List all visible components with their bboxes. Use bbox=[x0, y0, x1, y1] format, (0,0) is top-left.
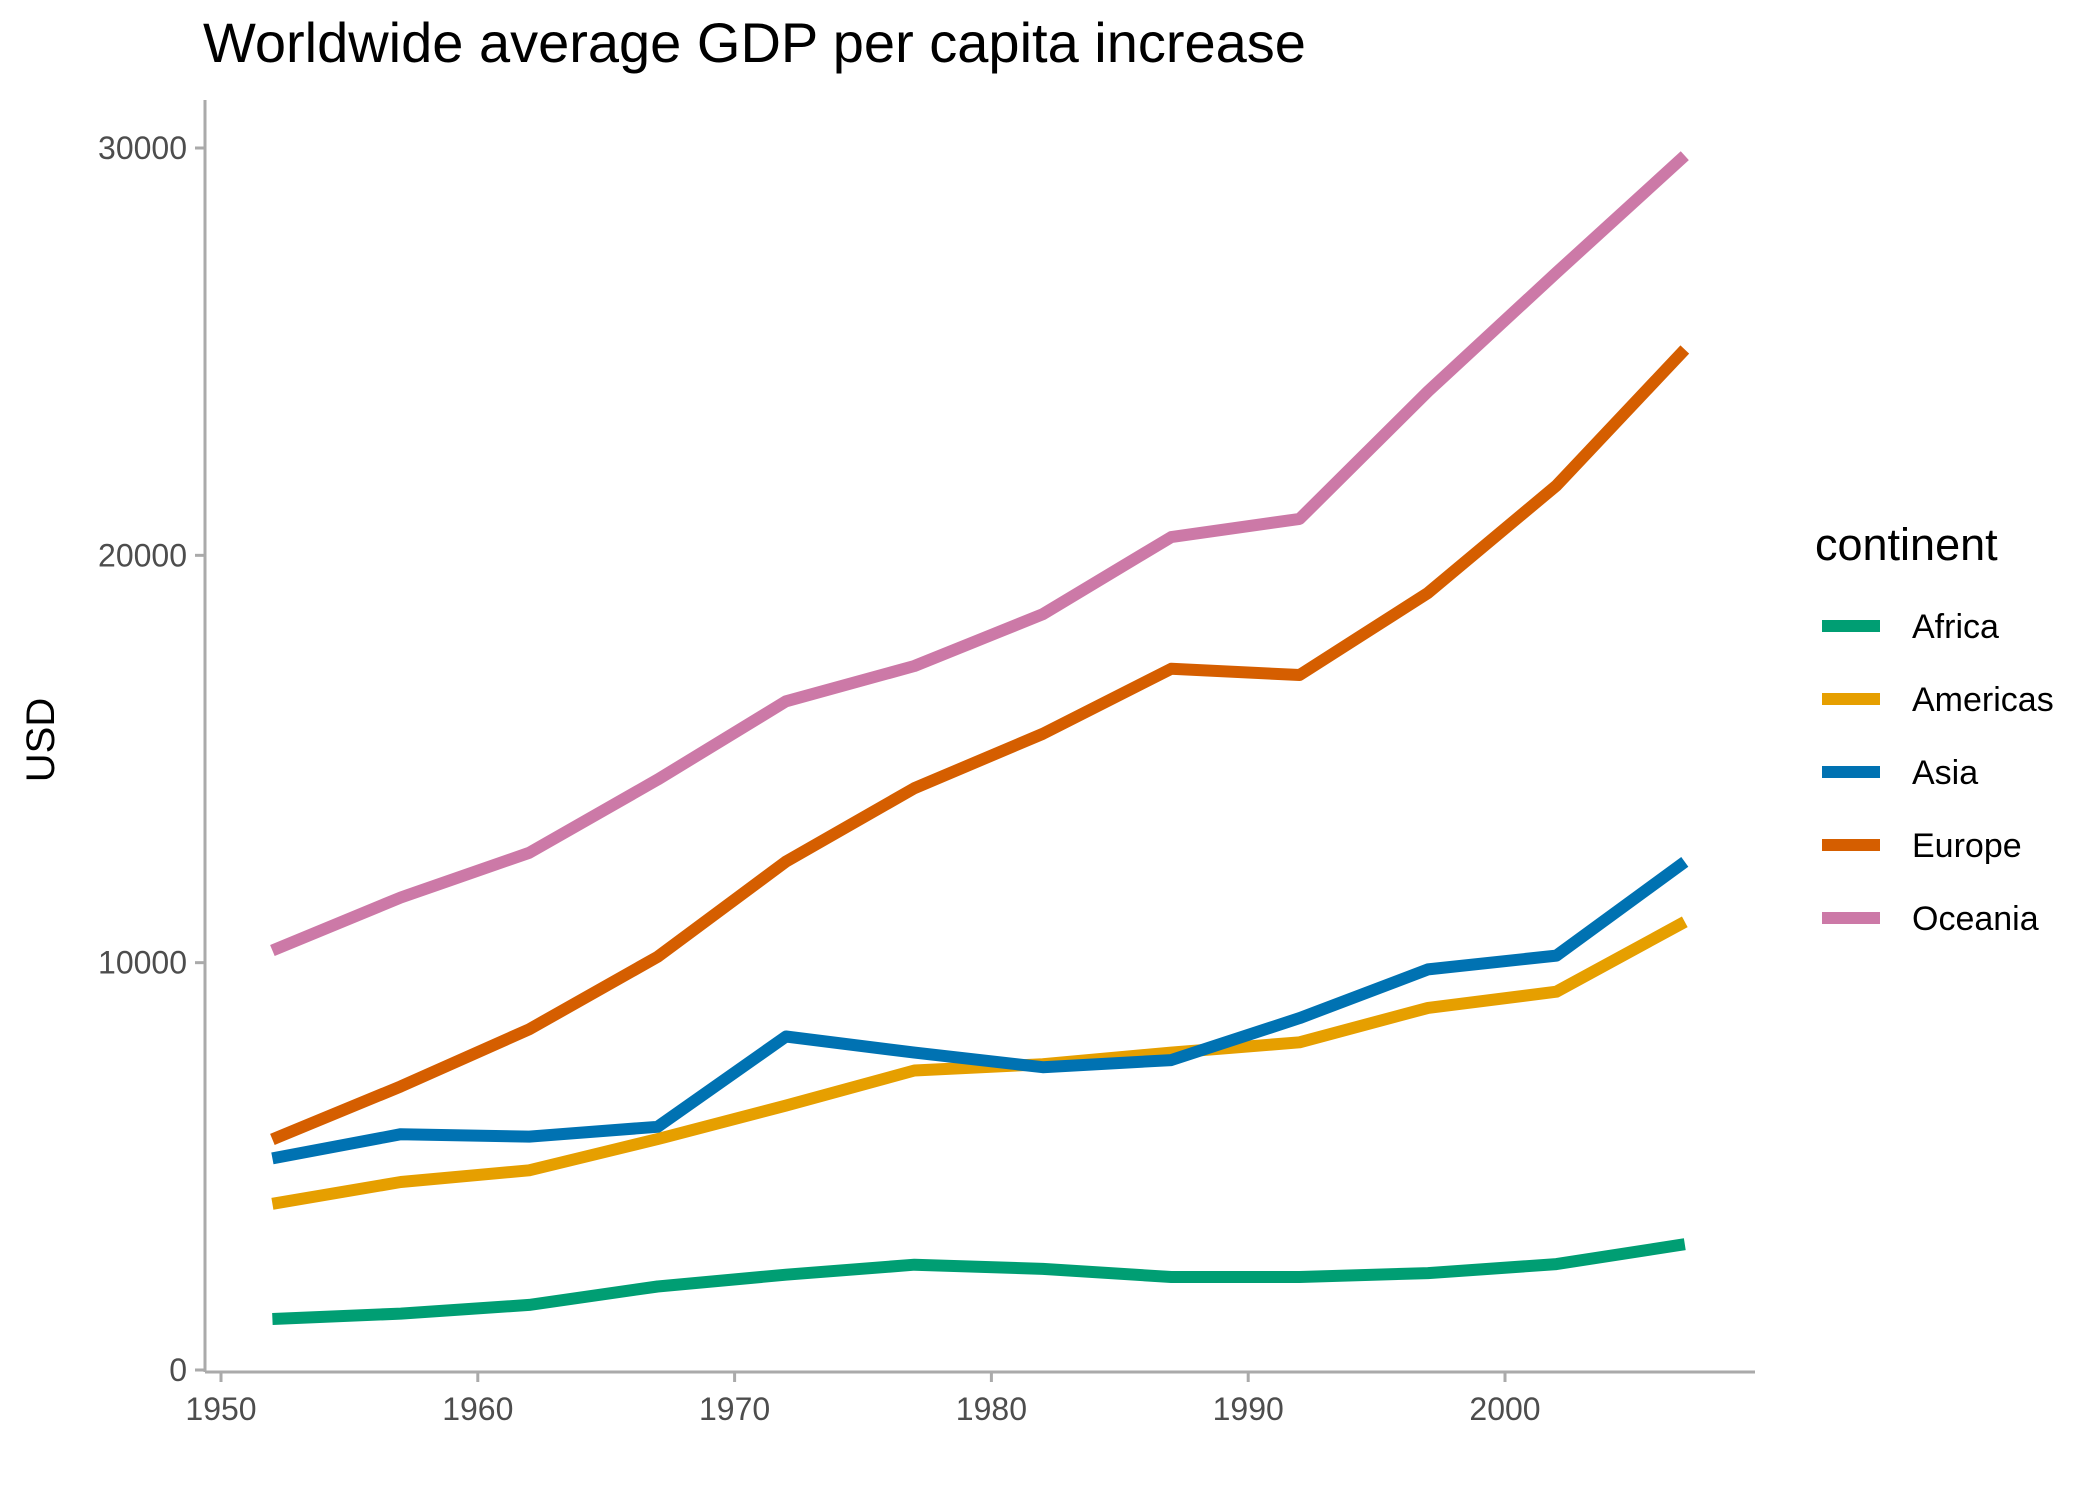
series-line-americas bbox=[271, 916, 1688, 1210]
legend-label: Europe bbox=[1912, 827, 2022, 865]
plot-area bbox=[270, 151, 1690, 1325]
y-tick-label: 10000 bbox=[98, 945, 187, 981]
series-line-asia bbox=[271, 857, 1689, 1165]
legend-item-africa: Africa bbox=[1822, 608, 1999, 646]
legend: continent Africa Americas Asia Europe Oceani… bbox=[1815, 519, 2054, 938]
legend-label: Asia bbox=[1912, 754, 1978, 792]
legend-item-asia: Asia bbox=[1822, 754, 1978, 792]
x-tick-label: 1970 bbox=[699, 1391, 770, 1427]
legend-label: Africa bbox=[1912, 608, 1999, 646]
series-line-oceania bbox=[270, 151, 1689, 957]
legend-item-americas: Americas bbox=[1822, 681, 2054, 719]
legend-item-europe: Europe bbox=[1822, 827, 2022, 865]
y-tick-label: 20000 bbox=[98, 537, 187, 573]
legend-label: Oceania bbox=[1912, 900, 2039, 938]
x-tick-label: 1980 bbox=[956, 1391, 1027, 1427]
y-tick-label: 30000 bbox=[98, 130, 187, 166]
y-tick-label: 0 bbox=[169, 1352, 187, 1388]
series-line-africa bbox=[272, 1238, 1686, 1325]
x-tick-label: 1950 bbox=[185, 1391, 256, 1427]
legend-title: continent bbox=[1815, 519, 1998, 570]
x-tick-label: 1960 bbox=[442, 1391, 513, 1427]
legend-item-oceania: Oceania bbox=[1822, 900, 2039, 938]
legend-label: Americas bbox=[1912, 681, 2054, 719]
x-tick-label: 1990 bbox=[1213, 1391, 1284, 1427]
x-tick-label: 2000 bbox=[1469, 1391, 1540, 1427]
y-axis-title: USD bbox=[19, 698, 63, 782]
axes: 0 10000 20000 30000 1950 1960 1970 1980 1990 2000 bbox=[98, 100, 1755, 1427]
series-line-europe bbox=[270, 345, 1690, 1145]
chart-title: Worldwide average GDP per capita increas… bbox=[203, 11, 1306, 74]
